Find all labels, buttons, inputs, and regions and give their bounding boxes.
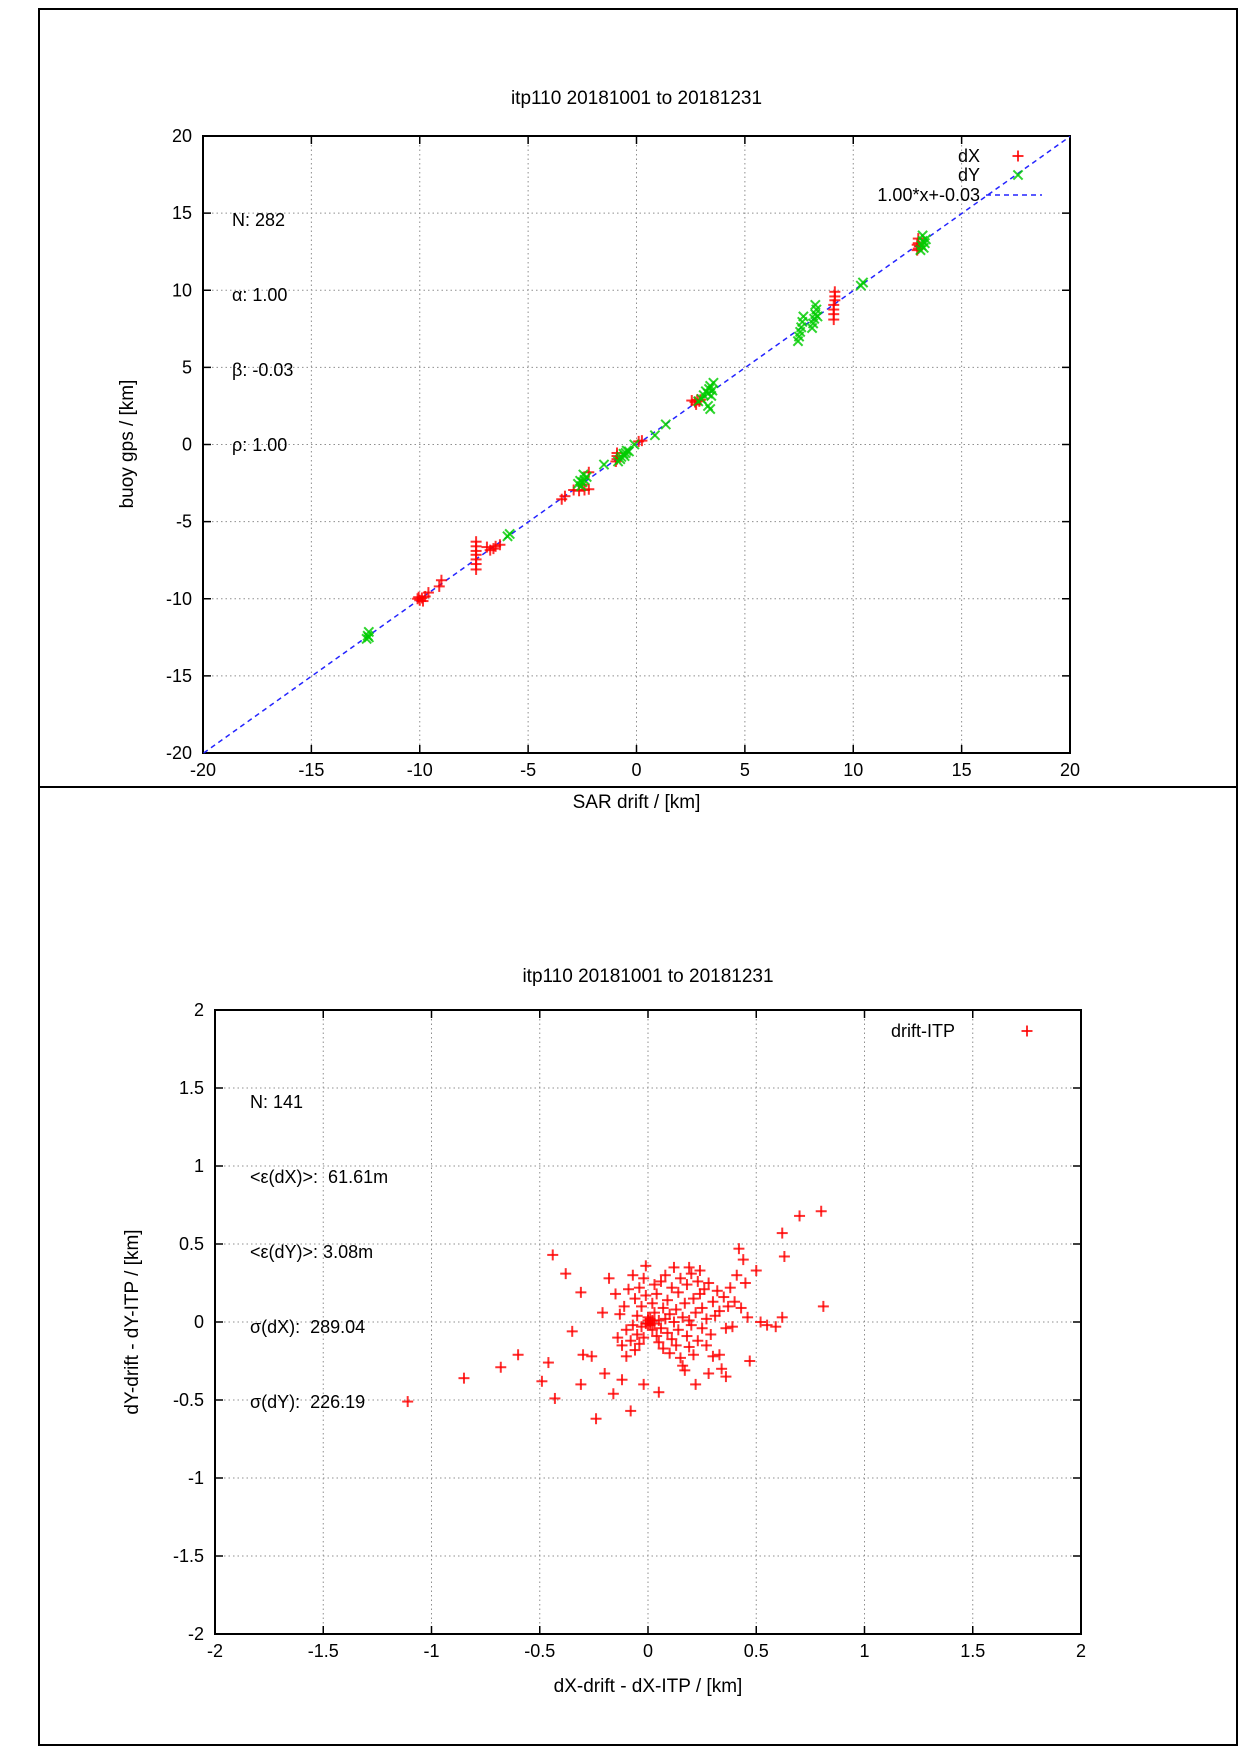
- chart-title: itp110 20181001 to 20181231: [510, 88, 763, 109]
- svg-text:15: 15: [952, 760, 972, 780]
- svg-text:-0.5: -0.5: [524, 1641, 555, 1661]
- y-axis-label: buoy gps / [km]: [117, 379, 138, 509]
- svg-text:-1: -1: [423, 1641, 439, 1661]
- svg-text:20: 20: [172, 126, 192, 146]
- stat-eps-dy: <ε(dY)>: 3.08m: [250, 1242, 374, 1262]
- series-dY: [361, 230, 932, 645]
- svg-text:-0.5: -0.5: [173, 1390, 204, 1410]
- fit-line-dash-icon: [985, 188, 1043, 207]
- svg-text:1.5: 1.5: [179, 1078, 204, 1098]
- stats-block: N: 141 <ε(dX)>: 61.61m <ε(dY)>: 3.08m σ(…: [250, 1040, 388, 1465]
- svg-text:-1.5: -1.5: [308, 1641, 339, 1661]
- stats-block: N: 282 α: 1.00 β: -0.03 ρ: 1.00: [232, 158, 293, 508]
- svg-text:1.5: 1.5: [960, 1641, 985, 1661]
- stat-sigma-dy: σ(dY): 226.19: [250, 1392, 366, 1412]
- stat-rho: ρ: 1.00: [232, 435, 288, 455]
- svg-text:10: 10: [172, 280, 192, 300]
- svg-text:-5: -5: [520, 760, 536, 780]
- dy-cross-marker-icon: [995, 168, 1041, 187]
- stat-n: N: 141: [250, 1092, 304, 1112]
- svg-text:-15: -15: [298, 760, 324, 780]
- svg-text:-1: -1: [188, 1468, 204, 1488]
- svg-text:5: 5: [182, 357, 192, 377]
- legend-label-fit: 1.00*x+-0.03: [877, 185, 980, 205]
- svg-text:-1.5: -1.5: [173, 1546, 204, 1566]
- svg-text:20: 20: [1060, 760, 1080, 780]
- y-axis-label: dY-drift - dY-ITP / [km]: [122, 1229, 143, 1415]
- x-axis-label: SAR drift / [km]: [572, 792, 701, 813]
- svg-text:0.5: 0.5: [179, 1234, 204, 1254]
- legend-label-dx: dX: [957, 146, 980, 166]
- svg-text:0: 0: [631, 760, 641, 780]
- svg-text:-15: -15: [166, 666, 192, 686]
- legend-label-dy: dY: [957, 165, 980, 185]
- svg-text:2: 2: [1076, 1641, 1086, 1661]
- svg-text:1: 1: [859, 1641, 869, 1661]
- svg-text:5: 5: [740, 760, 750, 780]
- stat-alpha: α: 1.00: [232, 285, 288, 305]
- svg-text:0.5: 0.5: [744, 1641, 769, 1661]
- stat-beta: β: -0.03: [232, 360, 294, 380]
- series-drift-ITP: [402, 1205, 829, 1425]
- drift-itp-plus-marker-icon: [1004, 1024, 1050, 1043]
- stat-n: N: 282: [232, 210, 286, 230]
- legend-label-drift-itp: drift-ITP: [890, 1021, 955, 1041]
- svg-text:0: 0: [182, 435, 192, 455]
- svg-text:-10: -10: [166, 589, 192, 609]
- chart-title: itp110 20181001 to 20181231: [522, 966, 774, 987]
- svg-text:1: 1: [194, 1156, 204, 1176]
- svg-text:15: 15: [172, 203, 192, 223]
- svg-text:-20: -20: [190, 760, 216, 780]
- svg-text:0: 0: [643, 1641, 653, 1661]
- svg-text:-10: -10: [407, 760, 433, 780]
- dx-plus-marker-icon: [995, 149, 1041, 168]
- svg-text:0: 0: [194, 1312, 204, 1332]
- series-dX: [412, 233, 925, 607]
- svg-text:10: 10: [843, 760, 863, 780]
- x-axis-label: dX-drift - dX-ITP / [km]: [553, 1676, 743, 1697]
- svg-text:2: 2: [194, 1000, 204, 1020]
- svg-text:-2: -2: [207, 1641, 223, 1661]
- svg-text:-5: -5: [176, 512, 192, 532]
- stat-sigma-dx: σ(dX): 289.04: [250, 1317, 366, 1337]
- svg-text:-2: -2: [188, 1624, 204, 1644]
- svg-text:-20: -20: [166, 743, 192, 763]
- stat-eps-dx: <ε(dX)>: 61.61m: [250, 1167, 389, 1187]
